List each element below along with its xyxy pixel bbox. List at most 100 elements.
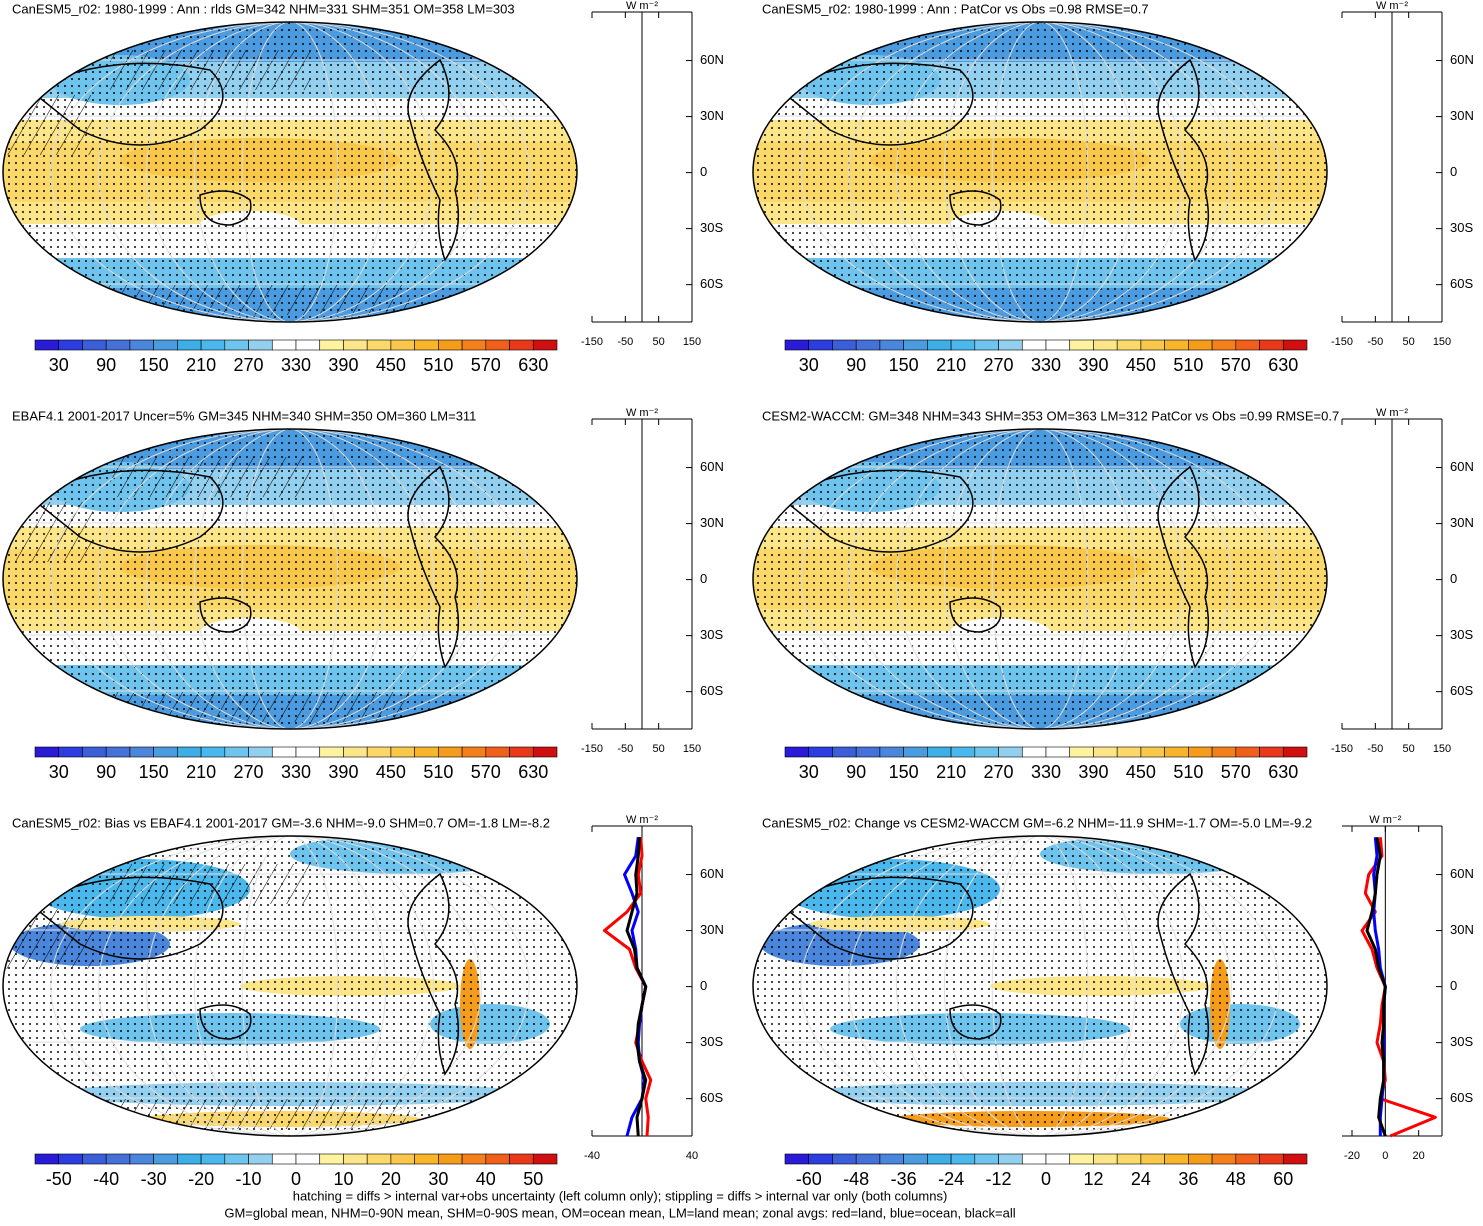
colorbar-box [927, 746, 952, 758]
colorbar-label: 30 [49, 762, 69, 782]
colorbar-label: 570 [1221, 762, 1251, 782]
meridian [943, 429, 1137, 729]
colorbar-box [343, 746, 368, 758]
colorbar-label: -36 [891, 1169, 917, 1189]
y-tick-label: 60S [700, 276, 723, 291]
colorbar-box [1140, 1153, 1165, 1165]
colorbar-box [105, 339, 131, 351]
colorbar-box [461, 746, 487, 758]
y-tick-label: 60S [700, 1090, 723, 1105]
colorbar-label: 210 [936, 355, 966, 375]
colorbar-label: 510 [1173, 762, 1203, 782]
colorbar-box [1021, 746, 1047, 758]
colorbar-label: 10 [333, 1169, 353, 1189]
y-tick-label: 0 [1450, 978, 1457, 993]
colorbar-label: 210 [936, 762, 966, 782]
colorbar-label: 450 [1126, 762, 1156, 782]
units-label: W m⁻² [626, 814, 658, 826]
coastline [778, 62, 1002, 226]
colorbar-box [1164, 746, 1189, 758]
colorbar-box [1093, 746, 1118, 758]
colorbar-box [295, 1153, 321, 1165]
coastline [407, 872, 460, 1076]
x-tick-label: 150 [1433, 336, 1451, 348]
coastline [407, 465, 460, 669]
y-tick-label: 30S [1450, 627, 1473, 642]
colorbar-label: 450 [1126, 355, 1156, 375]
y-tick-label: 60S [1450, 683, 1473, 698]
colorbar-label: 390 [1078, 355, 1108, 375]
colorbar-box [1069, 1153, 1094, 1165]
colorbar-box [438, 1153, 463, 1165]
x-tick-label: 50 [1403, 743, 1415, 755]
colorbar-box [34, 1153, 60, 1165]
meridian [193, 22, 387, 322]
colorbar-box [248, 339, 273, 351]
colorbar-box [1116, 339, 1142, 351]
colorbar-box [974, 746, 999, 758]
colorbar-label: 570 [1221, 355, 1251, 375]
colorbar-label: 60 [1273, 1169, 1293, 1189]
colorbar-label: 0 [1041, 1169, 1051, 1189]
y-tick-label: 0 [700, 571, 707, 586]
meridian [98, 836, 482, 1136]
meridian [98, 22, 482, 322]
colorbar-box [1282, 1153, 1308, 1165]
colorbar-label: 510 [423, 355, 453, 375]
meridian [991, 836, 1089, 1136]
x-tick-label: 50 [653, 336, 665, 348]
colorbar-label: -60 [796, 1169, 822, 1189]
y-tick-label: 60N [700, 459, 724, 474]
y-tick-label: 30N [1450, 108, 1474, 123]
colorbar-box [82, 1153, 107, 1165]
colorbar-label: -20 [188, 1169, 214, 1189]
y-tick-label: 0 [1450, 164, 1457, 179]
colorbar-box [1211, 1153, 1237, 1165]
colorbar-label: 210 [186, 762, 216, 782]
colorbar-box [832, 339, 857, 351]
meridian [50, 22, 530, 322]
colorbar-box [1282, 746, 1308, 758]
meridian [848, 429, 1232, 729]
colorbar-label: 0 [291, 1169, 301, 1189]
colorbar-box [855, 339, 881, 351]
colorbar-box [200, 339, 226, 351]
y-tick-label: 30N [700, 108, 724, 123]
x-tick-label: -150 [581, 743, 603, 755]
colorbar-box [414, 1153, 439, 1165]
colorbar-box [343, 1153, 368, 1165]
colorbar-box [532, 1153, 558, 1165]
colorbar-label: 390 [1078, 762, 1108, 782]
colorbar-box [1045, 339, 1071, 351]
colorbar-label: 450 [376, 355, 406, 375]
colorbar-box [1211, 339, 1237, 351]
x-tick-label: -50 [617, 743, 633, 755]
meridian [50, 429, 530, 729]
meridian [800, 429, 1280, 729]
meridian [848, 836, 1232, 1136]
colorbar-box [1259, 1153, 1284, 1165]
meridian [943, 836, 1137, 1136]
colorbar-box [903, 339, 928, 351]
coastline [1157, 465, 1210, 669]
meridian [241, 429, 339, 729]
y-tick-label: 30S [1450, 1034, 1473, 1049]
colorbar-box [784, 1153, 810, 1165]
x-tick-label: -50 [1367, 336, 1383, 348]
colorbar-label: -24 [938, 1169, 964, 1189]
footer-line: hatching = diffs > internal var+obs unce… [293, 1188, 948, 1203]
colorbar-box [1069, 746, 1094, 758]
coastline [28, 876, 252, 1040]
x-tick-label: 150 [683, 743, 701, 755]
coastline [1157, 58, 1210, 262]
x-tick-label: -150 [1331, 336, 1353, 348]
colorbar-label: 90 [846, 355, 866, 375]
coastline [1157, 872, 1210, 1076]
colorbar-label: 150 [139, 762, 169, 782]
y-tick-label: 30N [1450, 922, 1474, 937]
colorbar-label: 630 [1268, 355, 1298, 375]
colorbar-label: 50 [523, 1169, 543, 1189]
colorbar-box [1140, 746, 1165, 758]
colorbar-box [271, 1153, 297, 1165]
